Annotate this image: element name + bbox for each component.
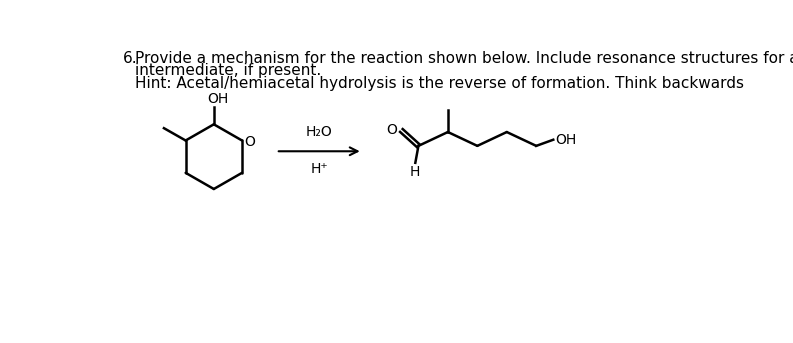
Text: O: O: [387, 123, 397, 137]
Text: intermediate, if present.: intermediate, if present.: [135, 63, 321, 79]
Text: OH: OH: [555, 133, 576, 147]
Text: Provide a mechanism for the reaction shown below. Include resonance structures f: Provide a mechanism for the reaction sho…: [135, 51, 793, 66]
Text: H: H: [409, 165, 419, 179]
Text: 6.: 6.: [122, 51, 137, 66]
Text: OH: OH: [207, 92, 228, 106]
Text: Hint: Acetal/hemiacetal hydrolysis is the reverse of formation. Think backwards: Hint: Acetal/hemiacetal hydrolysis is th…: [135, 76, 744, 91]
Text: H⁺: H⁺: [310, 162, 328, 176]
Text: H₂O: H₂O: [306, 125, 332, 139]
Text: O: O: [244, 135, 255, 149]
